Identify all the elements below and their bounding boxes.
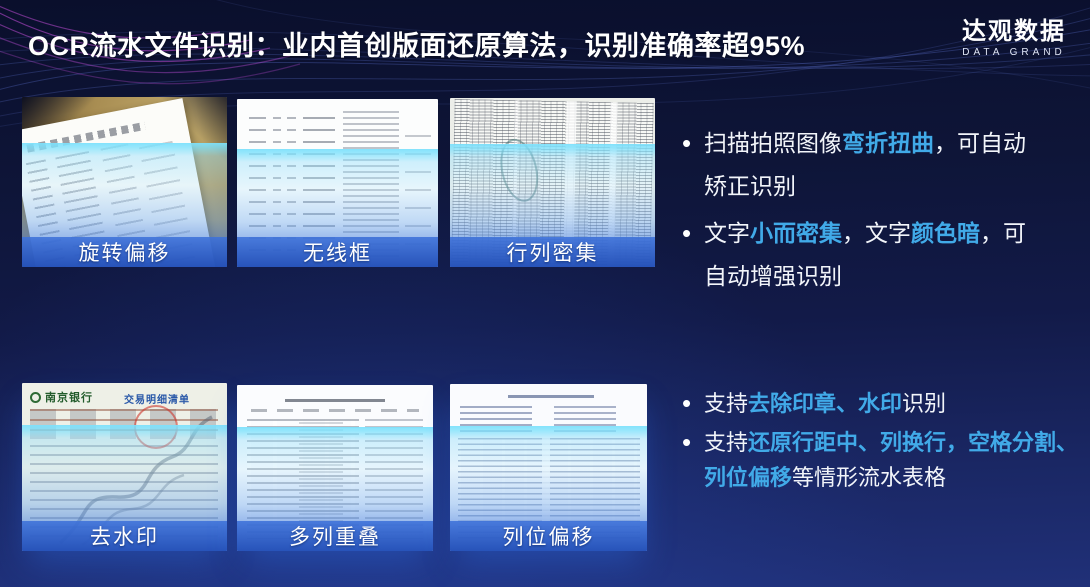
plain-text: 支持 [704, 430, 749, 455]
brand-logo: 达观数据 DATA GRAND [962, 18, 1066, 59]
plain-text: 文字 [704, 220, 750, 246]
sample-card-rotated-offset: 旋转偏移 [22, 97, 227, 267]
sample-card-column-overlap: 多列重叠 [237, 385, 433, 551]
bullet-line: 自动增强识别 [704, 255, 1084, 298]
highlighted-text: 去除印章、水印 [748, 391, 903, 416]
sample-label: 无线框 [237, 237, 438, 267]
sample-label-text: 无线框 [303, 242, 372, 265]
page-title: OCR流水文件识别：业内首创版面还原算法，识别准确率超95% [28, 31, 806, 61]
plain-text: ，可 [980, 220, 1026, 246]
feature-list-bottom: • 支持去除印章、水印识别 • 支持还原行距中、列换行，空格分割、 列位偏移等情形流水表… [682, 386, 1086, 499]
sample-card-watermark-removal: 南京银行 交易明细清单 去水印 [22, 383, 227, 551]
plain-text: 扫描拍照图像 [704, 130, 842, 156]
bullet-line: 支持还原行距中、列换行，空格分割、 [704, 425, 1086, 460]
bank-logo-icon [30, 391, 41, 403]
bullet-line: 列位偏移等情形流水表格 [704, 460, 1086, 495]
bullet-text: 支持去除印章、水印识别 [704, 386, 1086, 421]
bullet-line: 扫描拍照图像弯折扭曲，可自动 [704, 122, 1084, 165]
highlighted-text: 颜色暗 [911, 220, 980, 246]
bullet-dot-icon: • [682, 427, 692, 457]
bullet-dot-icon: • [682, 128, 692, 158]
sample-label: 去水印 [22, 521, 227, 551]
sample-card-no-frame: 无线框 [237, 99, 438, 267]
plain-text: 支持 [704, 391, 749, 416]
bullet-item: • 支持去除印章、水印识别 [682, 386, 1086, 421]
sample-label: 多列重叠 [237, 521, 433, 551]
bullet-line: 文字小而密集，文字颜色暗，可 [704, 212, 1084, 255]
bullet-text: 文字小而密集，文字颜色暗，可自动增强识别 [704, 212, 1084, 298]
plain-text: 识别 [902, 391, 947, 416]
plain-text: ，可自动 [934, 130, 1026, 156]
sample-label: 行列密集 [450, 237, 655, 267]
bullet-line: 支持去除印章、水印识别 [704, 386, 1086, 421]
bank-name: 南京银行 [45, 392, 93, 404]
feature-list-top: • 扫描拍照图像弯折扭曲，可自动矫正识别 • 文字小而密集，文字颜色暗，可自动增强识别 [682, 122, 1084, 302]
highlighted-text: 小而密集 [750, 220, 842, 246]
bullet-line: 矫正识别 [704, 165, 1084, 208]
sample-card-column-shift: 列位偏移 [450, 384, 647, 551]
sample-label-text: 旋转偏移 [78, 242, 171, 265]
bullet-item: • 文字小而密集，文字颜色暗，可自动增强识别 [682, 212, 1084, 298]
highlighted-text: 弯折扭曲 [842, 130, 934, 156]
bullet-item: • 扫描拍照图像弯折扭曲，可自动矫正识别 [682, 122, 1084, 208]
sample-label: 列位偏移 [450, 521, 647, 551]
bank-doc-title: 交易明细清单 [124, 395, 190, 406]
bullet-text: 支持还原行距中、列换行，空格分割、 列位偏移等情形流水表格 [704, 425, 1086, 495]
brand-name: 达观数据 [962, 18, 1066, 45]
bullet-dot-icon: • [682, 218, 692, 248]
bullet-text: 扫描拍照图像弯折扭曲，可自动矫正识别 [704, 122, 1084, 208]
plain-text: 等情形流水表格 [792, 465, 947, 490]
plain-text: 自动增强识别 [704, 263, 842, 289]
sample-label: 旋转偏移 [22, 237, 227, 267]
plain-text: 矫正识别 [704, 173, 796, 199]
sample-label-text: 行列密集 [506, 242, 599, 265]
highlighted-text: 列位偏移 [704, 465, 793, 490]
sample-label-text: 去水印 [90, 526, 159, 549]
brand-subtitle: DATA GRAND [962, 47, 1066, 58]
bullet-item: • 支持还原行距中、列换行，空格分割、 列位偏移等情形流水表格 [682, 425, 1086, 495]
sample-label-text: 多列重叠 [289, 526, 381, 549]
highlighted-text: 还原行距中、列换行，空格分割、 [748, 430, 1079, 455]
sample-card-dense-grid: 行列密集 [450, 98, 655, 267]
plain-text: ，文字 [842, 220, 911, 246]
sample-label-text: 列位偏移 [502, 526, 595, 549]
bullet-dot-icon: • [682, 388, 692, 418]
